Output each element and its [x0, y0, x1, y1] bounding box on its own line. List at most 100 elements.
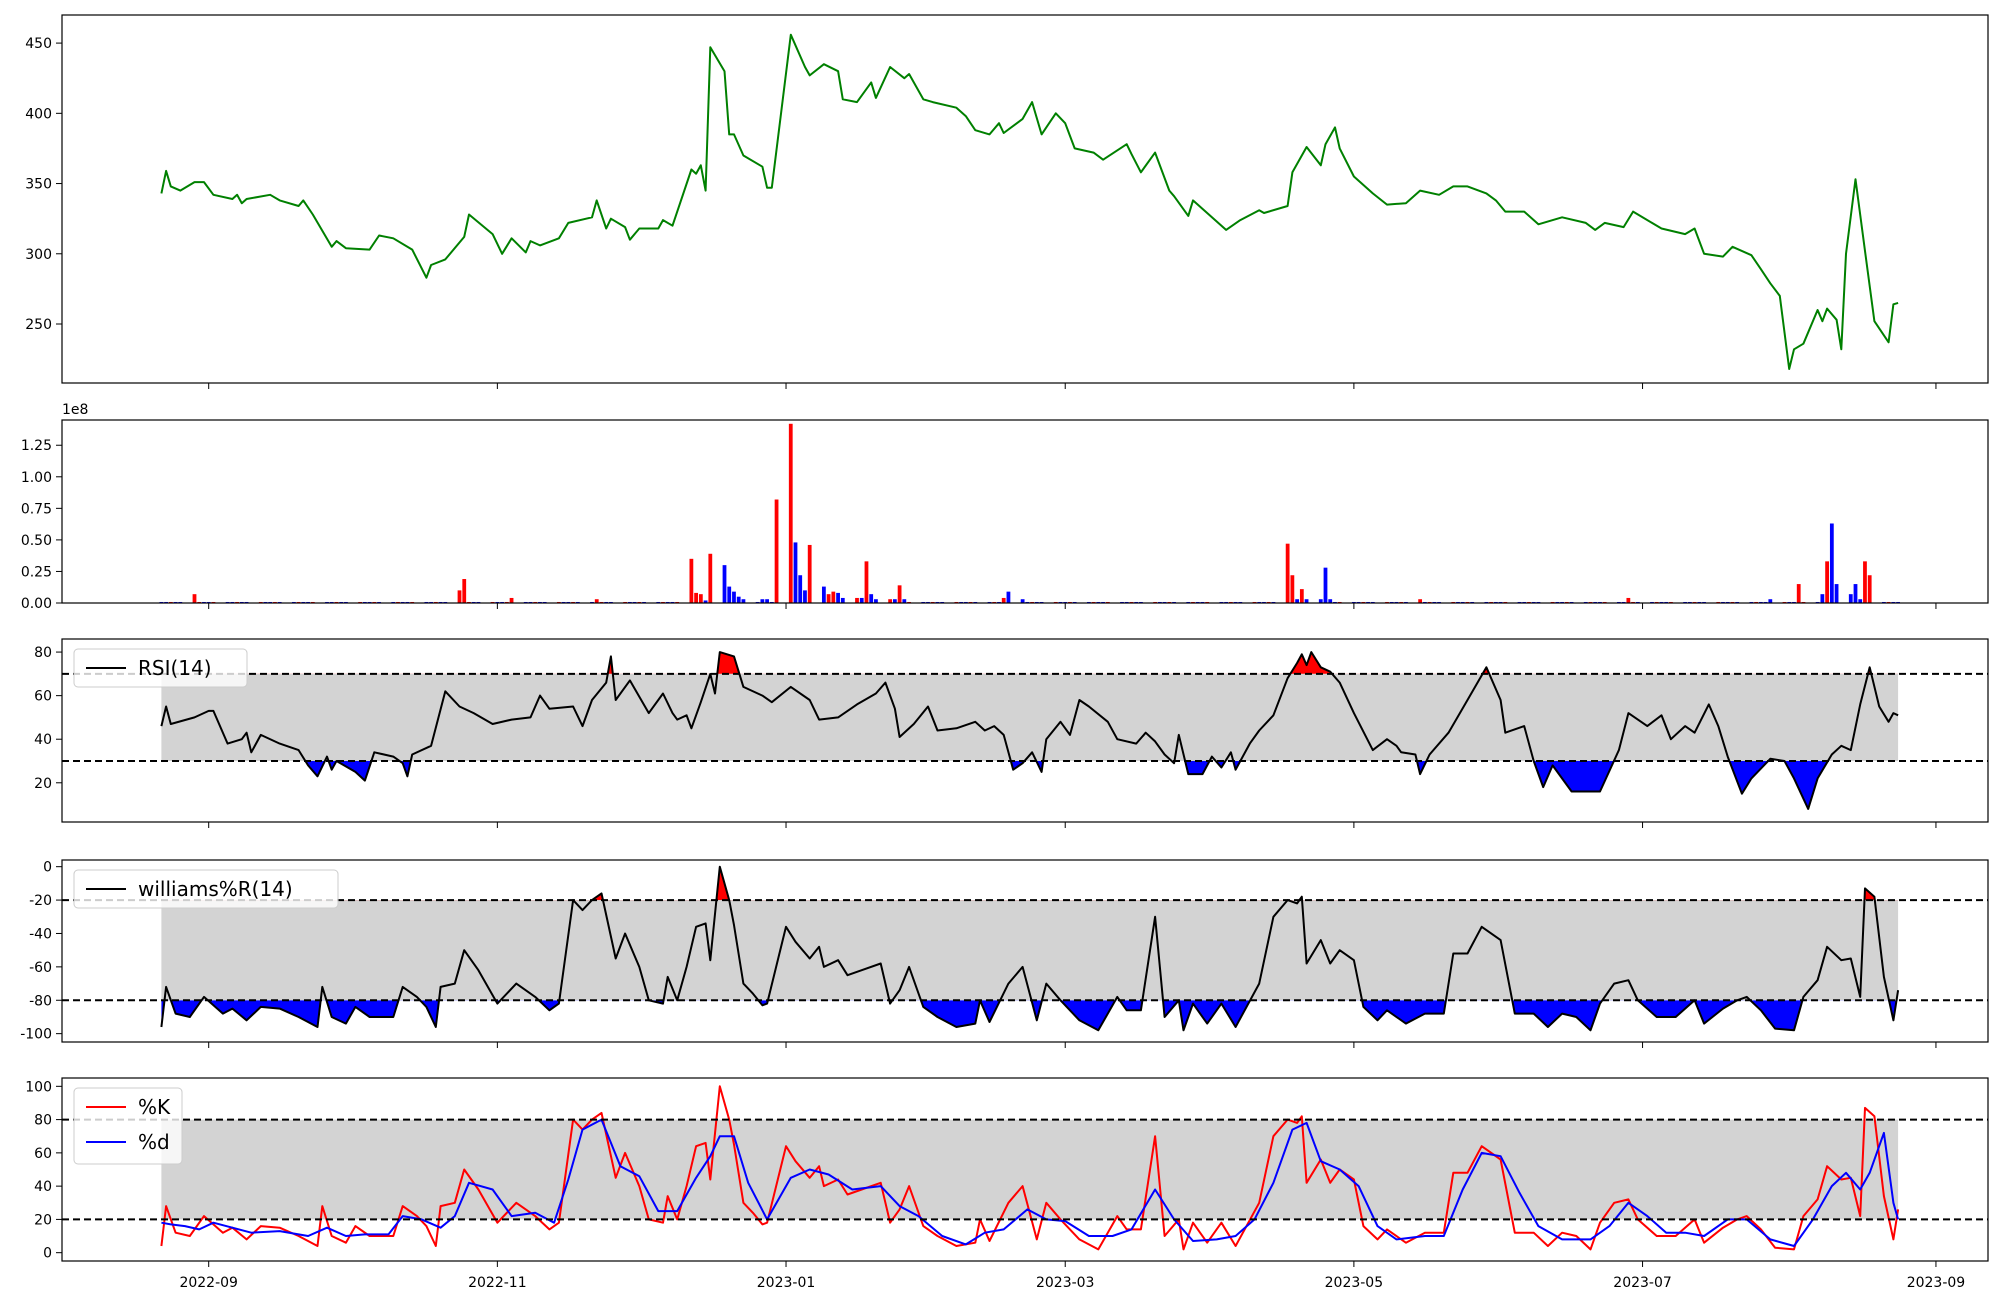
- x-tick-label: 2022-11: [468, 1275, 527, 1291]
- panel-price-ytick-label: 450: [25, 36, 52, 52]
- panel-price-ytick-label: 250: [25, 317, 52, 333]
- panel-rsi-band: [161, 673, 1899, 761]
- panel-stochastic-ytick-label: 40: [34, 1179, 52, 1195]
- panel-volume-bar: [1834, 584, 1839, 603]
- panel-volume-bar: [698, 594, 703, 603]
- panel-volume-frame: [61, 419, 1989, 604]
- panel-volume-bar: [694, 592, 699, 603]
- panel-stochastic-band: [161, 1119, 1899, 1220]
- panel-rsi-legend-box: [73, 648, 248, 688]
- panel-williams-ytick-label: 0: [43, 860, 52, 876]
- panel-stochastic-legend-label: %K: [138, 1095, 171, 1119]
- panel-volume-bar: [874, 599, 878, 603]
- panel-volume-bar: [1796, 584, 1801, 603]
- panel-volume-bar: [594, 599, 599, 603]
- panel-price-ytick-label: 300: [25, 247, 52, 263]
- panel-volume-bar: [826, 594, 831, 603]
- panel-williams-legend-box: [73, 869, 339, 909]
- panel-volume-bar: [774, 499, 779, 603]
- panel-volume-bar: [1863, 561, 1867, 603]
- panel-volume-bar: [1825, 561, 1829, 603]
- panel-volume-bar: [869, 594, 874, 603]
- panel-volume-bar: [836, 592, 840, 603]
- panel-volume-bar: [509, 597, 514, 603]
- panel-stochastic-legend-label: %d: [138, 1130, 170, 1154]
- panel-stochastic-series-line-1: [160, 1085, 1900, 1251]
- panel-williams-frame: [61, 859, 1989, 1043]
- panel-volume-bar: [462, 579, 467, 603]
- panel-williams-series-line-1: [160, 865, 1900, 1032]
- panel-volume-bar: [1318, 599, 1323, 603]
- panel-rsi-ytick-label: 20: [34, 776, 52, 792]
- panel-volume-bar: [1323, 567, 1328, 603]
- panel-volume-bar: [1295, 599, 1299, 603]
- panel-price-ytick-label: 400: [25, 106, 52, 122]
- x-tick-label: 2023-03: [1036, 1275, 1095, 1291]
- panel-volume-bar: [1285, 543, 1290, 603]
- panel-volume-bar: [793, 542, 798, 603]
- panel-stochastic-frame: [61, 1077, 1989, 1262]
- panel-volume-bar: [840, 597, 845, 603]
- panel-volume-exponent-label: 1e8: [62, 402, 88, 418]
- panel-volume-bar: [807, 544, 812, 603]
- panel-volume-bar: [703, 600, 708, 603]
- panel-volume-bar: [1006, 591, 1011, 603]
- panel-volume-bar: [736, 596, 741, 603]
- panel-volume-bar: [1848, 594, 1853, 603]
- panel-volume-bar: [1820, 594, 1825, 603]
- panel-volume-bar: [788, 423, 793, 603]
- panel-volume-bar: [457, 590, 462, 603]
- panel-williams-ytick-label: -100: [20, 1027, 52, 1043]
- panel-williams-ytick-label: -60: [29, 960, 52, 976]
- x-tick-label: 2023-09: [1907, 1275, 1966, 1291]
- panel-volume-ytick-label: 0.00: [21, 596, 52, 612]
- panel-volume-bar: [1418, 599, 1423, 603]
- panel-williams-ytick-label: -80: [29, 993, 52, 1009]
- panel-volume-bar: [803, 590, 807, 603]
- panel-volume-bar: [864, 561, 869, 603]
- x-tick-label: 2023-01: [757, 1275, 816, 1291]
- panel-volume-bar: [1867, 575, 1872, 603]
- panel-williams-ytick-label: -40: [29, 926, 52, 942]
- x-tick-label: 2023-07: [1613, 1275, 1672, 1291]
- panel-volume-bar: [192, 594, 197, 603]
- panel-stochastic-ytick-label: 100: [25, 1079, 52, 1095]
- x-tick-label: 2023-05: [1325, 1275, 1384, 1291]
- panel-volume-bar: [1290, 575, 1295, 603]
- panel-volume-bar: [1829, 523, 1834, 603]
- panel-stochastic-ytick-label: 60: [34, 1146, 52, 1162]
- panel-volume-bar: [1020, 599, 1025, 603]
- panel-williams-band: [161, 900, 1899, 1001]
- panel-stochastic-ytick-label: 80: [34, 1113, 52, 1129]
- panel-volume-bar: [708, 553, 713, 603]
- panel-volume-bar: [765, 599, 769, 603]
- panel-volume-bar: [1626, 597, 1631, 603]
- panel-volume-bar: [859, 597, 864, 603]
- panel-price-ytick-label: 350: [25, 177, 52, 193]
- panel-volume-bar: [897, 585, 902, 603]
- panel-rsi-legend-label: RSI(14): [138, 656, 212, 680]
- panel-volume-bar: [798, 575, 803, 603]
- panel-stochastic-series-line-2: [161, 1118, 1900, 1247]
- panel-price-frame: [61, 14, 1989, 384]
- x-tick-label: 2022-09: [179, 1275, 238, 1291]
- panel-rsi-ytick-label: 80: [34, 645, 52, 661]
- panel-volume-bar: [1304, 599, 1309, 603]
- panel-volume-bar: [1858, 599, 1863, 603]
- panel-volume-bar: [741, 599, 746, 603]
- panel-stochastic-ytick-label: 20: [34, 1212, 52, 1228]
- panel-volume-bar: [722, 565, 727, 603]
- panel-volume-bar: [855, 597, 859, 603]
- panel-williams-oversold-fill: [161, 1000, 1899, 1031]
- panel-volume-bar: [732, 591, 736, 603]
- panel-volume-ytick-label: 0.50: [21, 533, 52, 549]
- panel-williams-legend-label: williams%R(14): [138, 877, 293, 901]
- panel-volume-bar: [892, 599, 897, 603]
- panel-volume-bar: [902, 599, 907, 603]
- panel-volume-bar: [821, 586, 826, 603]
- panel-volume-bar: [1768, 599, 1773, 603]
- panel-rsi-ytick-label: 60: [34, 689, 52, 705]
- panel-volume-bar: [760, 599, 765, 603]
- panel-rsi-series-line-1: [160, 651, 1899, 810]
